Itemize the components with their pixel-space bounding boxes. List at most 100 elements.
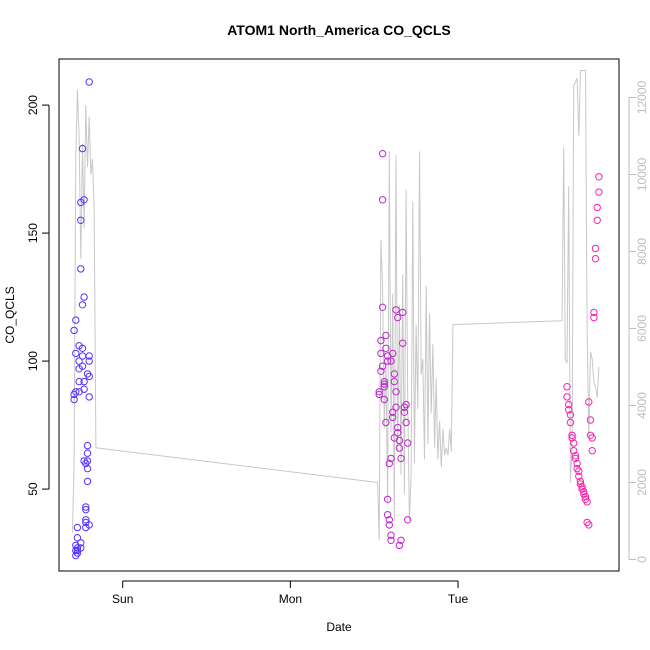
data-point <box>385 459 393 468</box>
data-point <box>400 408 409 416</box>
data-point <box>72 349 80 358</box>
data-point <box>375 390 383 399</box>
data-point <box>588 447 596 455</box>
data-point <box>389 413 397 422</box>
data-point <box>377 336 385 345</box>
data-point <box>380 377 388 386</box>
data-point <box>390 370 398 378</box>
data-point <box>585 398 593 406</box>
data-point <box>590 313 598 322</box>
data-point <box>402 418 410 427</box>
data-point <box>402 400 410 409</box>
data-point <box>399 308 407 317</box>
data-point <box>380 395 388 404</box>
data-point <box>404 516 412 524</box>
data-point <box>83 477 92 486</box>
data-point <box>380 380 388 388</box>
data-point <box>389 349 397 358</box>
data-point <box>80 377 88 386</box>
left-tick-label: 50 <box>26 482 40 496</box>
data-point <box>378 150 387 158</box>
data-point <box>404 439 412 447</box>
data-point <box>392 388 400 396</box>
data-point <box>85 78 93 86</box>
data-point <box>570 439 578 447</box>
data-point <box>82 503 90 511</box>
data-point <box>397 454 405 463</box>
data-point <box>395 444 404 452</box>
data-point <box>85 372 93 381</box>
data-point <box>83 449 92 457</box>
data-point <box>80 385 88 393</box>
data-point <box>80 196 88 204</box>
right-tick-label: 10000 <box>635 157 649 191</box>
data-point <box>565 400 573 409</box>
data-point <box>83 464 92 473</box>
data-point <box>395 541 404 550</box>
data-point <box>73 544 82 552</box>
data-point <box>591 255 600 263</box>
data-point <box>571 454 580 463</box>
x-axis-label: Date <box>326 620 352 634</box>
data-point <box>565 406 573 414</box>
data-point <box>378 303 387 311</box>
data-point <box>387 357 395 365</box>
data-point <box>595 173 603 181</box>
data-point <box>83 457 92 465</box>
data-point <box>75 377 83 386</box>
data-point <box>568 431 576 439</box>
data-point <box>82 516 90 524</box>
data-point <box>70 326 78 335</box>
data-point <box>588 434 596 442</box>
data-point <box>583 498 591 506</box>
data-point <box>392 306 400 314</box>
data-point <box>563 393 571 401</box>
data-point <box>382 331 390 340</box>
data-point <box>586 416 595 424</box>
data-point <box>576 477 585 486</box>
data-point <box>575 467 583 475</box>
data-point <box>383 495 392 503</box>
data-point <box>385 521 393 529</box>
data-point <box>580 487 588 496</box>
data-point <box>77 539 85 547</box>
x-tick-label: Mon <box>279 592 302 606</box>
data-point <box>77 216 85 225</box>
data-point <box>375 388 383 396</box>
data-point <box>73 523 82 532</box>
data-point <box>387 454 395 463</box>
data-point <box>72 316 80 324</box>
data-point <box>70 395 78 404</box>
data-point <box>382 344 390 352</box>
data-point <box>377 349 385 358</box>
data-point <box>77 544 85 552</box>
data-point <box>593 203 601 212</box>
data-point <box>590 308 598 317</box>
data-point <box>83 441 92 450</box>
data-point <box>392 403 400 411</box>
data-point <box>397 536 405 544</box>
data-point <box>387 531 395 539</box>
data-point <box>593 216 601 225</box>
data-point <box>387 536 395 544</box>
data-point <box>75 357 83 365</box>
right-tick-label: 6000 <box>635 315 649 342</box>
data-point <box>80 293 88 301</box>
data-point <box>570 447 578 455</box>
data-point <box>566 411 575 419</box>
plot-frame <box>58 58 620 572</box>
data-point <box>595 188 603 196</box>
data-point <box>385 516 393 524</box>
data-point <box>378 196 387 204</box>
data-point <box>563 383 571 391</box>
left-tick-label: 200 <box>26 95 40 115</box>
scatter-points <box>70 78 603 560</box>
data-point <box>382 418 390 427</box>
data-point <box>73 534 82 542</box>
data-point <box>78 301 87 309</box>
data-point <box>575 472 583 480</box>
data-point <box>78 344 87 352</box>
right-tick-label: 12000 <box>635 80 649 114</box>
right-tick-label: 4000 <box>635 392 649 419</box>
